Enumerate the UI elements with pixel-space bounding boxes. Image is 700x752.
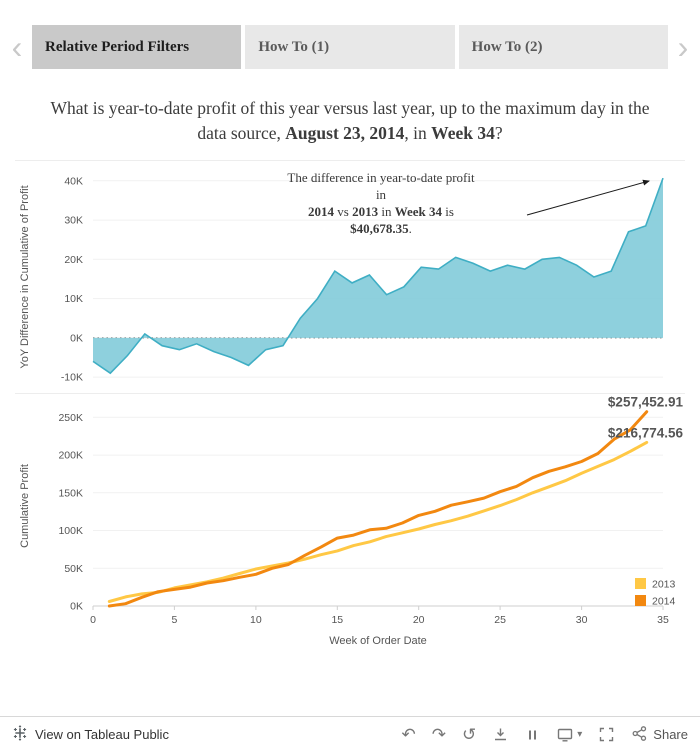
svg-text:30: 30 bbox=[576, 614, 588, 626]
tab-relative-period-filters[interactable]: Relative Period Filters bbox=[32, 25, 242, 69]
tableau-toolbar: View on Tableau Public ↶ ↷ ↺ ▾ Share bbox=[0, 716, 700, 752]
svg-text:Cumulative Profit: Cumulative Profit bbox=[19, 464, 31, 548]
svg-text:0K: 0K bbox=[70, 600, 83, 612]
cumulative-profit-chart[interactable]: 0K 50K 100K 150K 200K 250K 0 5 10 15 20 25 30 35 $216,… bbox=[15, 394, 685, 664]
fullscreen-icon[interactable] bbox=[598, 726, 615, 743]
pause-icon[interactable] bbox=[525, 727, 540, 743]
title-week: Week 34 bbox=[431, 123, 495, 144]
svg-text:150K: 150K bbox=[58, 487, 83, 499]
view-on-tableau-public-link[interactable]: View on Tableau Public bbox=[12, 725, 169, 744]
tabs-next-button[interactable]: › bbox=[677, 29, 689, 65]
svg-text:20: 20 bbox=[413, 614, 425, 626]
svg-text:35: 35 bbox=[657, 614, 669, 626]
story-tab-bar: ‹ Relative Period Filters How To (1) How… bbox=[0, 25, 700, 69]
svg-text:2014: 2014 bbox=[652, 595, 676, 607]
svg-text:5: 5 bbox=[171, 614, 177, 626]
svg-text:15: 15 bbox=[331, 614, 343, 626]
svg-text:100K: 100K bbox=[58, 525, 83, 537]
tab-how-to-2[interactable]: How To (2) bbox=[458, 25, 668, 69]
svg-text:20K: 20K bbox=[64, 254, 83, 266]
brand-label: View on Tableau Public bbox=[35, 727, 169, 742]
share-button[interactable]: Share bbox=[631, 725, 688, 745]
title-date: August 23, 2014 bbox=[285, 123, 405, 144]
svg-text:Week of Order Date: Week of Order Date bbox=[329, 635, 427, 647]
revert-icon[interactable]: ↺ bbox=[462, 725, 477, 744]
svg-text:$257,452.91: $257,452.91 bbox=[608, 394, 684, 409]
svg-text:0K: 0K bbox=[70, 332, 83, 344]
redo-icon[interactable]: ↷ bbox=[431, 725, 447, 744]
toolbar-tools: ↶ ↷ ↺ ▾ Share bbox=[402, 725, 688, 745]
undo-icon[interactable]: ↶ bbox=[401, 725, 416, 744]
svg-text:10K: 10K bbox=[64, 293, 83, 305]
svg-text:-10K: -10K bbox=[61, 371, 83, 383]
device-preview-icon[interactable]: ▾ bbox=[556, 726, 582, 743]
tab-how-to-1[interactable]: How To (1) bbox=[245, 25, 455, 69]
svg-text:200K: 200K bbox=[58, 449, 83, 461]
title-text: What is year-to-date profit of this year… bbox=[50, 98, 650, 144]
dashboard-title: What is year-to-date profit of this year… bbox=[50, 98, 650, 144]
svg-text:2013: 2013 bbox=[652, 578, 676, 590]
svg-text:$216,774.56: $216,774.56 bbox=[608, 425, 684, 440]
svg-text:0: 0 bbox=[90, 614, 96, 626]
dashboard-charts: 40K 30K 20K 10K 0K -10K YoY Difference in Cumu… bbox=[15, 159, 685, 664]
device-caret-icon: ▾ bbox=[577, 728, 583, 740]
download-icon[interactable] bbox=[492, 726, 509, 743]
svg-text:40K: 40K bbox=[64, 175, 83, 187]
svg-text:25: 25 bbox=[494, 614, 506, 626]
share-icon bbox=[631, 725, 648, 745]
tabs-prev-button[interactable]: ‹ bbox=[11, 29, 23, 65]
svg-text:YoY Difference in Cumulative o: YoY Difference in Cumulative of Profit bbox=[19, 185, 31, 368]
yoy-difference-chart[interactable]: 40K 30K 20K 10K 0K -10K YoY Difference in Cumu… bbox=[15, 161, 685, 394]
profit-chart-svg[interactable]: 0K 50K 100K 150K 200K 250K 0 5 10 15 20 25 30 35 $216,… bbox=[15, 394, 685, 664]
svg-text:30K: 30K bbox=[64, 214, 83, 226]
svg-text:250K: 250K bbox=[58, 412, 83, 424]
svg-text:50K: 50K bbox=[64, 563, 83, 575]
svg-text:10: 10 bbox=[250, 614, 262, 626]
share-label: Share bbox=[653, 727, 688, 742]
tableau-logo-icon bbox=[12, 725, 28, 744]
yoy-chart-svg[interactable]: 40K 30K 20K 10K 0K -10K YoY Difference in Cumu… bbox=[15, 161, 685, 393]
